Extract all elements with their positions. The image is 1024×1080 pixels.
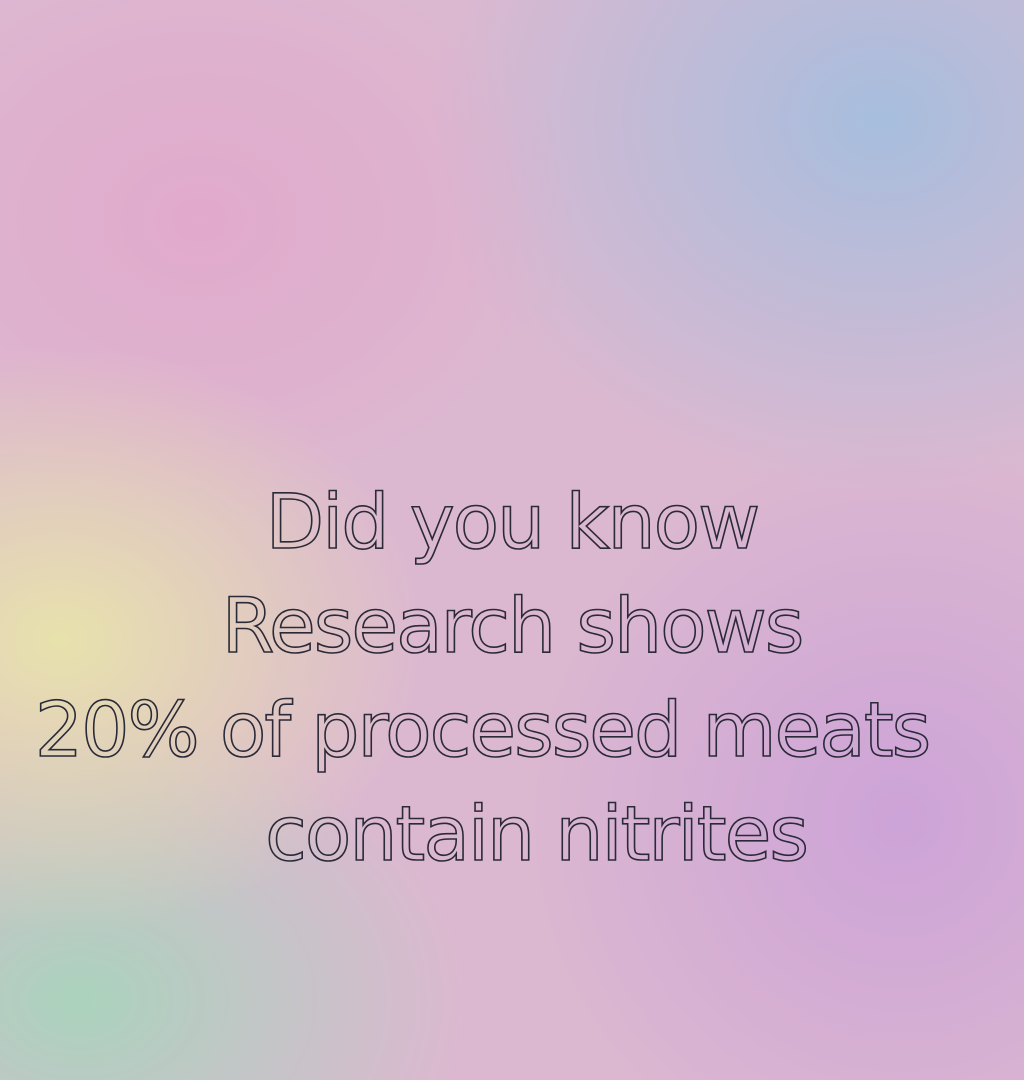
text-line: Research shows: [221, 580, 805, 671]
text-line: Did you know: [265, 476, 761, 567]
text-line: contain nitrites: [264, 788, 809, 879]
text-line: 20% of processed meats: [34, 684, 932, 775]
